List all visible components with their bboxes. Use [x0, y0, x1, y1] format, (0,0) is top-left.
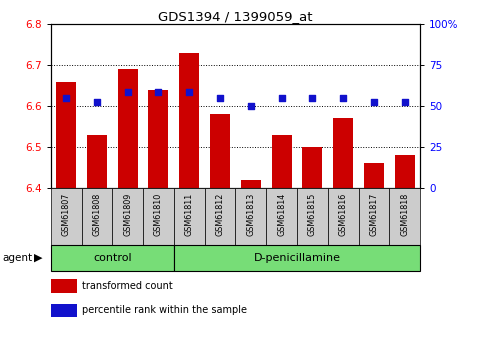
Text: D-penicillamine: D-penicillamine — [254, 253, 341, 263]
Point — [185, 89, 193, 95]
Point — [278, 95, 285, 101]
Text: transformed count: transformed count — [82, 281, 173, 291]
FancyBboxPatch shape — [82, 188, 112, 245]
Bar — [118, 69, 138, 188]
FancyBboxPatch shape — [328, 188, 358, 245]
Text: percentile rank within the sample: percentile rank within the sample — [82, 305, 247, 315]
Point — [401, 99, 409, 105]
Point — [340, 95, 347, 101]
Bar — [302, 147, 323, 188]
Point — [62, 95, 70, 101]
Text: GSM61816: GSM61816 — [339, 193, 348, 236]
Text: GSM61818: GSM61818 — [400, 193, 409, 236]
FancyBboxPatch shape — [112, 188, 143, 245]
FancyBboxPatch shape — [205, 188, 236, 245]
Text: GSM61815: GSM61815 — [308, 193, 317, 236]
Point — [309, 95, 316, 101]
Text: GSM61808: GSM61808 — [92, 193, 101, 236]
Point — [93, 99, 101, 105]
Point — [216, 95, 224, 101]
Point — [247, 104, 255, 109]
Bar — [271, 135, 292, 188]
Text: agent: agent — [2, 253, 32, 263]
Bar — [51, 279, 77, 293]
Bar — [148, 90, 169, 188]
FancyBboxPatch shape — [236, 188, 266, 245]
Bar — [364, 164, 384, 188]
Text: control: control — [93, 253, 131, 263]
FancyBboxPatch shape — [143, 188, 174, 245]
FancyBboxPatch shape — [51, 245, 174, 271]
Bar — [210, 114, 230, 188]
Point — [370, 99, 378, 105]
Text: GSM61811: GSM61811 — [185, 193, 194, 236]
FancyBboxPatch shape — [174, 245, 420, 271]
FancyBboxPatch shape — [358, 188, 389, 245]
Bar — [179, 53, 199, 188]
Text: GSM61813: GSM61813 — [246, 193, 256, 236]
Bar — [241, 180, 261, 188]
Point — [155, 89, 162, 95]
Bar — [56, 81, 76, 188]
Text: GSM61807: GSM61807 — [62, 193, 71, 236]
Text: GSM61809: GSM61809 — [123, 193, 132, 236]
FancyBboxPatch shape — [389, 188, 420, 245]
Text: GSM61814: GSM61814 — [277, 193, 286, 236]
Bar — [333, 118, 353, 188]
FancyBboxPatch shape — [51, 188, 82, 245]
FancyBboxPatch shape — [297, 188, 328, 245]
Bar — [395, 155, 415, 188]
Point — [124, 89, 131, 95]
Text: GSM61810: GSM61810 — [154, 193, 163, 236]
Title: GDS1394 / 1399059_at: GDS1394 / 1399059_at — [158, 10, 313, 23]
Text: GSM61812: GSM61812 — [215, 193, 225, 236]
FancyBboxPatch shape — [174, 188, 205, 245]
Bar — [87, 135, 107, 188]
Text: ▶: ▶ — [34, 253, 43, 263]
Bar — [51, 304, 77, 317]
Text: GSM61817: GSM61817 — [369, 193, 379, 236]
FancyBboxPatch shape — [266, 188, 297, 245]
